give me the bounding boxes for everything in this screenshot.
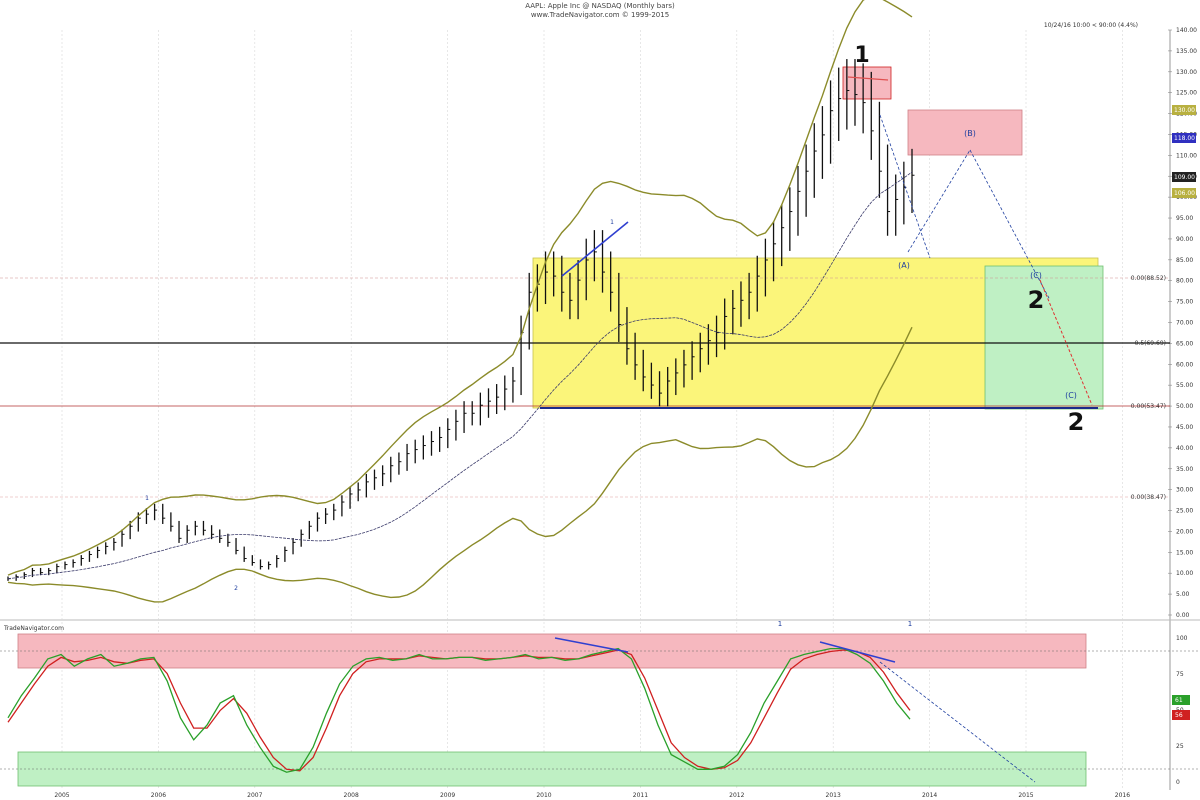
price-tag-label: 118.00 xyxy=(1174,135,1195,142)
indicator-tick-label: 75 xyxy=(1176,671,1184,678)
indicator-tick-label: 100 xyxy=(1176,635,1188,642)
wave-1-top-zone xyxy=(842,66,892,100)
projection-arrow-c xyxy=(969,149,1051,301)
price-tick-label: 35.00 xyxy=(1176,466,1193,473)
wave-label: (C) xyxy=(1030,271,1042,280)
bollinger-upper xyxy=(7,0,913,576)
indicator-tick-label: 0 xyxy=(1176,779,1180,786)
indicator-tag-box xyxy=(1172,710,1190,720)
price-tick-label: 50.00 xyxy=(1176,403,1193,410)
wave-label: (B) xyxy=(964,129,976,138)
level-label: 0.5(69.69) xyxy=(1135,340,1166,347)
wave-label: 1 xyxy=(145,495,149,502)
projection-arrow-b xyxy=(907,149,971,253)
bollinger-mid xyxy=(7,171,913,580)
wave-label: 1 xyxy=(610,219,614,226)
x-tick-label: 2012 xyxy=(729,792,744,799)
indicator-projection-arrow xyxy=(879,661,1036,783)
wave-label: 2 xyxy=(234,585,238,592)
x-tick-label: 2008 xyxy=(344,792,359,799)
price-tag-label: 109.00 xyxy=(1174,174,1195,181)
x-tick-label: 2007 xyxy=(247,792,262,799)
price-tick-label: 10.00 xyxy=(1176,570,1193,577)
chart-subtitle: www.TradeNavigator.com © 1999-2015 xyxy=(530,11,670,19)
wave-label: 2 xyxy=(1068,408,1085,436)
price-tag-label: 130.00 xyxy=(1174,107,1195,114)
x-tick-label: 2013 xyxy=(826,792,841,799)
price-tag-box xyxy=(1172,172,1196,182)
price-tick-label: 40.00 xyxy=(1176,445,1193,452)
price-tick-label: 85.00 xyxy=(1176,257,1193,264)
indicator-title: TradeNavigator.com xyxy=(4,625,64,632)
price-tag-box xyxy=(1172,133,1196,143)
x-tick-label: 2014 xyxy=(922,792,937,799)
price-tick-label: 20.00 xyxy=(1176,528,1193,535)
x-tick-label: 2005 xyxy=(54,792,69,799)
price-tick-label: 135.00 xyxy=(1176,48,1197,55)
indicator-tag-label: 56 xyxy=(1175,712,1183,719)
price-tick-label: 55.00 xyxy=(1176,382,1193,389)
projection-arrow-red xyxy=(1039,279,1093,406)
indicator-tag-label: 61 xyxy=(1175,697,1183,704)
price-tick-label: 5.00 xyxy=(1176,591,1190,598)
chart-title: AAPL: Apple Inc @ NASDAQ (Monthly bars) xyxy=(525,2,675,10)
wave-b-zone-pink xyxy=(907,109,1023,156)
stochastic-k-line xyxy=(7,647,911,773)
price-tick-label: 80.00 xyxy=(1176,278,1193,285)
price-tick-label: 45.00 xyxy=(1176,424,1193,431)
x-tick-label: 2016 xyxy=(1115,792,1130,799)
level-label: 0.00(38.47) xyxy=(1131,494,1166,501)
divergence-trendline-ind-1 xyxy=(554,637,629,653)
level-label: 0.00(53.47) xyxy=(1131,403,1166,410)
x-tick-label: 2010 xyxy=(536,792,551,799)
price-tag-box xyxy=(1172,105,1196,115)
indicator-tag-box xyxy=(1172,695,1190,705)
top-right-readout: 10/24/16 10:00 < 90:00 (4.4%) xyxy=(1043,22,1138,29)
price-tick-label: 60.00 xyxy=(1176,361,1193,368)
wave1-top-line xyxy=(847,76,889,81)
x-tick-label: 2011 xyxy=(633,792,648,799)
price-tick-label: 125.00 xyxy=(1176,90,1197,97)
price-tick-label: 15.00 xyxy=(1176,549,1193,556)
price-tag-box xyxy=(1172,188,1196,198)
x-tick-label: 2006 xyxy=(151,792,166,799)
wave-label: (A) xyxy=(898,261,910,270)
price-tick-label: 90.00 xyxy=(1176,236,1193,243)
price-tick-label: 30.00 xyxy=(1176,487,1193,494)
indicator-tick-label: 25 xyxy=(1176,743,1184,750)
price-tick-label: 0.00 xyxy=(1176,612,1190,619)
price-tick-label: 130.00 xyxy=(1176,69,1197,76)
wave-label: (C) xyxy=(1065,391,1077,400)
price-tick-label: 110.00 xyxy=(1176,152,1197,159)
wave-label: 2 xyxy=(1028,286,1045,314)
projection-arrow-a xyxy=(879,114,931,259)
price-tick-label: 140.00 xyxy=(1176,27,1197,34)
level-label: 0.00(88.52) xyxy=(1131,275,1166,282)
wave-label: 1 xyxy=(908,620,912,628)
x-tick-label: 2009 xyxy=(440,792,455,799)
x-tick-label: 2015 xyxy=(1018,792,1033,799)
wave-label: 1 xyxy=(854,43,869,68)
bollinger-lower xyxy=(7,326,913,603)
divergence-trendline-price xyxy=(561,221,629,277)
wave-label: 1 xyxy=(778,620,782,628)
divergence-trendline-ind-2 xyxy=(819,641,896,663)
price-tick-label: 70.00 xyxy=(1176,320,1193,327)
price-tick-label: 75.00 xyxy=(1176,299,1193,306)
price-tick-label: 25.00 xyxy=(1176,508,1193,515)
price-tag-label: 106.00 xyxy=(1174,190,1195,197)
price-tick-label: 95.00 xyxy=(1176,215,1193,222)
price-tick-label: 65.00 xyxy=(1176,340,1193,347)
